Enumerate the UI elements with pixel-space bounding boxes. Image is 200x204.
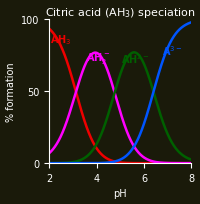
Text: AH$_2^-$: AH$_2^-$ — [86, 51, 110, 66]
X-axis label: pH: pH — [113, 188, 127, 198]
Title: Citric acid (AH$_3$) speciation: Citric acid (AH$_3$) speciation — [45, 6, 196, 19]
Y-axis label: % formation: % formation — [6, 62, 16, 121]
Text: AH$^{2-}$: AH$^{2-}$ — [121, 52, 150, 65]
Text: A$^{3-}$: A$^{3-}$ — [162, 44, 182, 58]
Text: AH$_3$: AH$_3$ — [50, 33, 72, 47]
